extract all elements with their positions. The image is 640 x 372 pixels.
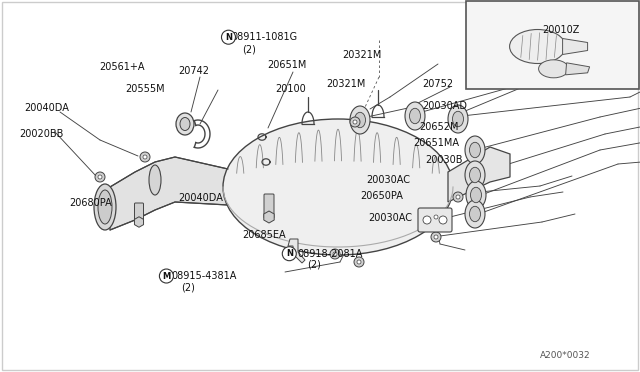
Circle shape [423, 216, 431, 224]
Ellipse shape [465, 200, 485, 228]
Ellipse shape [466, 181, 486, 209]
Ellipse shape [470, 142, 481, 158]
Ellipse shape [470, 167, 481, 183]
Ellipse shape [223, 119, 453, 255]
Text: 20100: 20100 [275, 84, 306, 93]
Text: A200*0032: A200*0032 [540, 351, 591, 360]
Circle shape [431, 232, 441, 242]
Text: 20010Z: 20010Z [543, 25, 580, 35]
Ellipse shape [509, 29, 566, 64]
FancyBboxPatch shape [264, 194, 274, 218]
Polygon shape [566, 63, 589, 75]
Text: 08918-2081A: 08918-2081A [298, 249, 363, 259]
Ellipse shape [350, 106, 370, 134]
Text: 20561+A: 20561+A [99, 62, 145, 72]
Circle shape [350, 117, 360, 127]
Ellipse shape [180, 118, 190, 131]
Text: 20321M: 20321M [326, 79, 366, 89]
Text: 20742: 20742 [178, 67, 209, 76]
Text: 20555M: 20555M [125, 84, 164, 94]
Ellipse shape [539, 60, 568, 78]
Text: 20040DA: 20040DA [24, 103, 69, 113]
Text: 20752: 20752 [422, 79, 454, 89]
Text: 20685EA: 20685EA [242, 230, 285, 240]
Text: N: N [225, 33, 232, 42]
Text: 08915-4381A: 08915-4381A [172, 271, 237, 281]
Circle shape [354, 257, 364, 267]
Polygon shape [288, 239, 305, 263]
Ellipse shape [465, 161, 485, 189]
Text: (2): (2) [307, 260, 321, 270]
Circle shape [357, 260, 361, 264]
Ellipse shape [355, 112, 365, 128]
Text: M: M [163, 272, 170, 280]
Circle shape [434, 215, 438, 219]
Text: 20020BB: 20020BB [19, 129, 63, 139]
Circle shape [431, 212, 441, 222]
Ellipse shape [448, 105, 468, 133]
Polygon shape [134, 217, 143, 227]
Ellipse shape [176, 113, 194, 135]
Polygon shape [448, 147, 510, 202]
Circle shape [453, 192, 463, 202]
Text: 20030AC: 20030AC [366, 176, 410, 185]
Circle shape [221, 30, 236, 44]
Circle shape [456, 195, 460, 199]
Text: 20040DA: 20040DA [178, 193, 223, 203]
Ellipse shape [94, 184, 116, 230]
Text: 20651MA: 20651MA [413, 138, 459, 148]
Ellipse shape [410, 108, 420, 124]
Text: (2): (2) [242, 44, 256, 54]
Bar [466, 1, 639, 89]
Text: 20030B: 20030B [426, 155, 463, 165]
Circle shape [98, 175, 102, 179]
Circle shape [159, 269, 173, 283]
Circle shape [95, 172, 105, 182]
Text: 20650PA: 20650PA [360, 192, 403, 201]
Polygon shape [563, 38, 588, 55]
Circle shape [439, 216, 447, 224]
Ellipse shape [149, 165, 161, 195]
Ellipse shape [452, 111, 463, 127]
Text: 08911-1081G: 08911-1081G [232, 32, 298, 42]
Ellipse shape [405, 102, 425, 130]
Text: 20030AD: 20030AD [422, 101, 467, 111]
Circle shape [330, 249, 340, 259]
Text: 20321M: 20321M [342, 50, 382, 60]
Text: 20652M: 20652M [419, 122, 459, 132]
Text: 20651M: 20651M [268, 60, 307, 70]
Text: N: N [286, 249, 292, 258]
Ellipse shape [470, 187, 481, 203]
Circle shape [140, 152, 150, 162]
Ellipse shape [465, 136, 485, 164]
Circle shape [143, 155, 147, 159]
Text: 20030AC: 20030AC [368, 213, 412, 222]
Ellipse shape [470, 206, 481, 222]
Circle shape [333, 252, 337, 256]
Circle shape [282, 247, 296, 261]
Ellipse shape [98, 190, 112, 224]
FancyBboxPatch shape [134, 203, 143, 223]
FancyBboxPatch shape [418, 208, 452, 232]
Text: 20680PA: 20680PA [69, 198, 112, 208]
Circle shape [353, 120, 357, 124]
Circle shape [434, 235, 438, 239]
Polygon shape [264, 211, 274, 223]
Text: (2): (2) [181, 282, 195, 292]
Polygon shape [110, 157, 228, 230]
